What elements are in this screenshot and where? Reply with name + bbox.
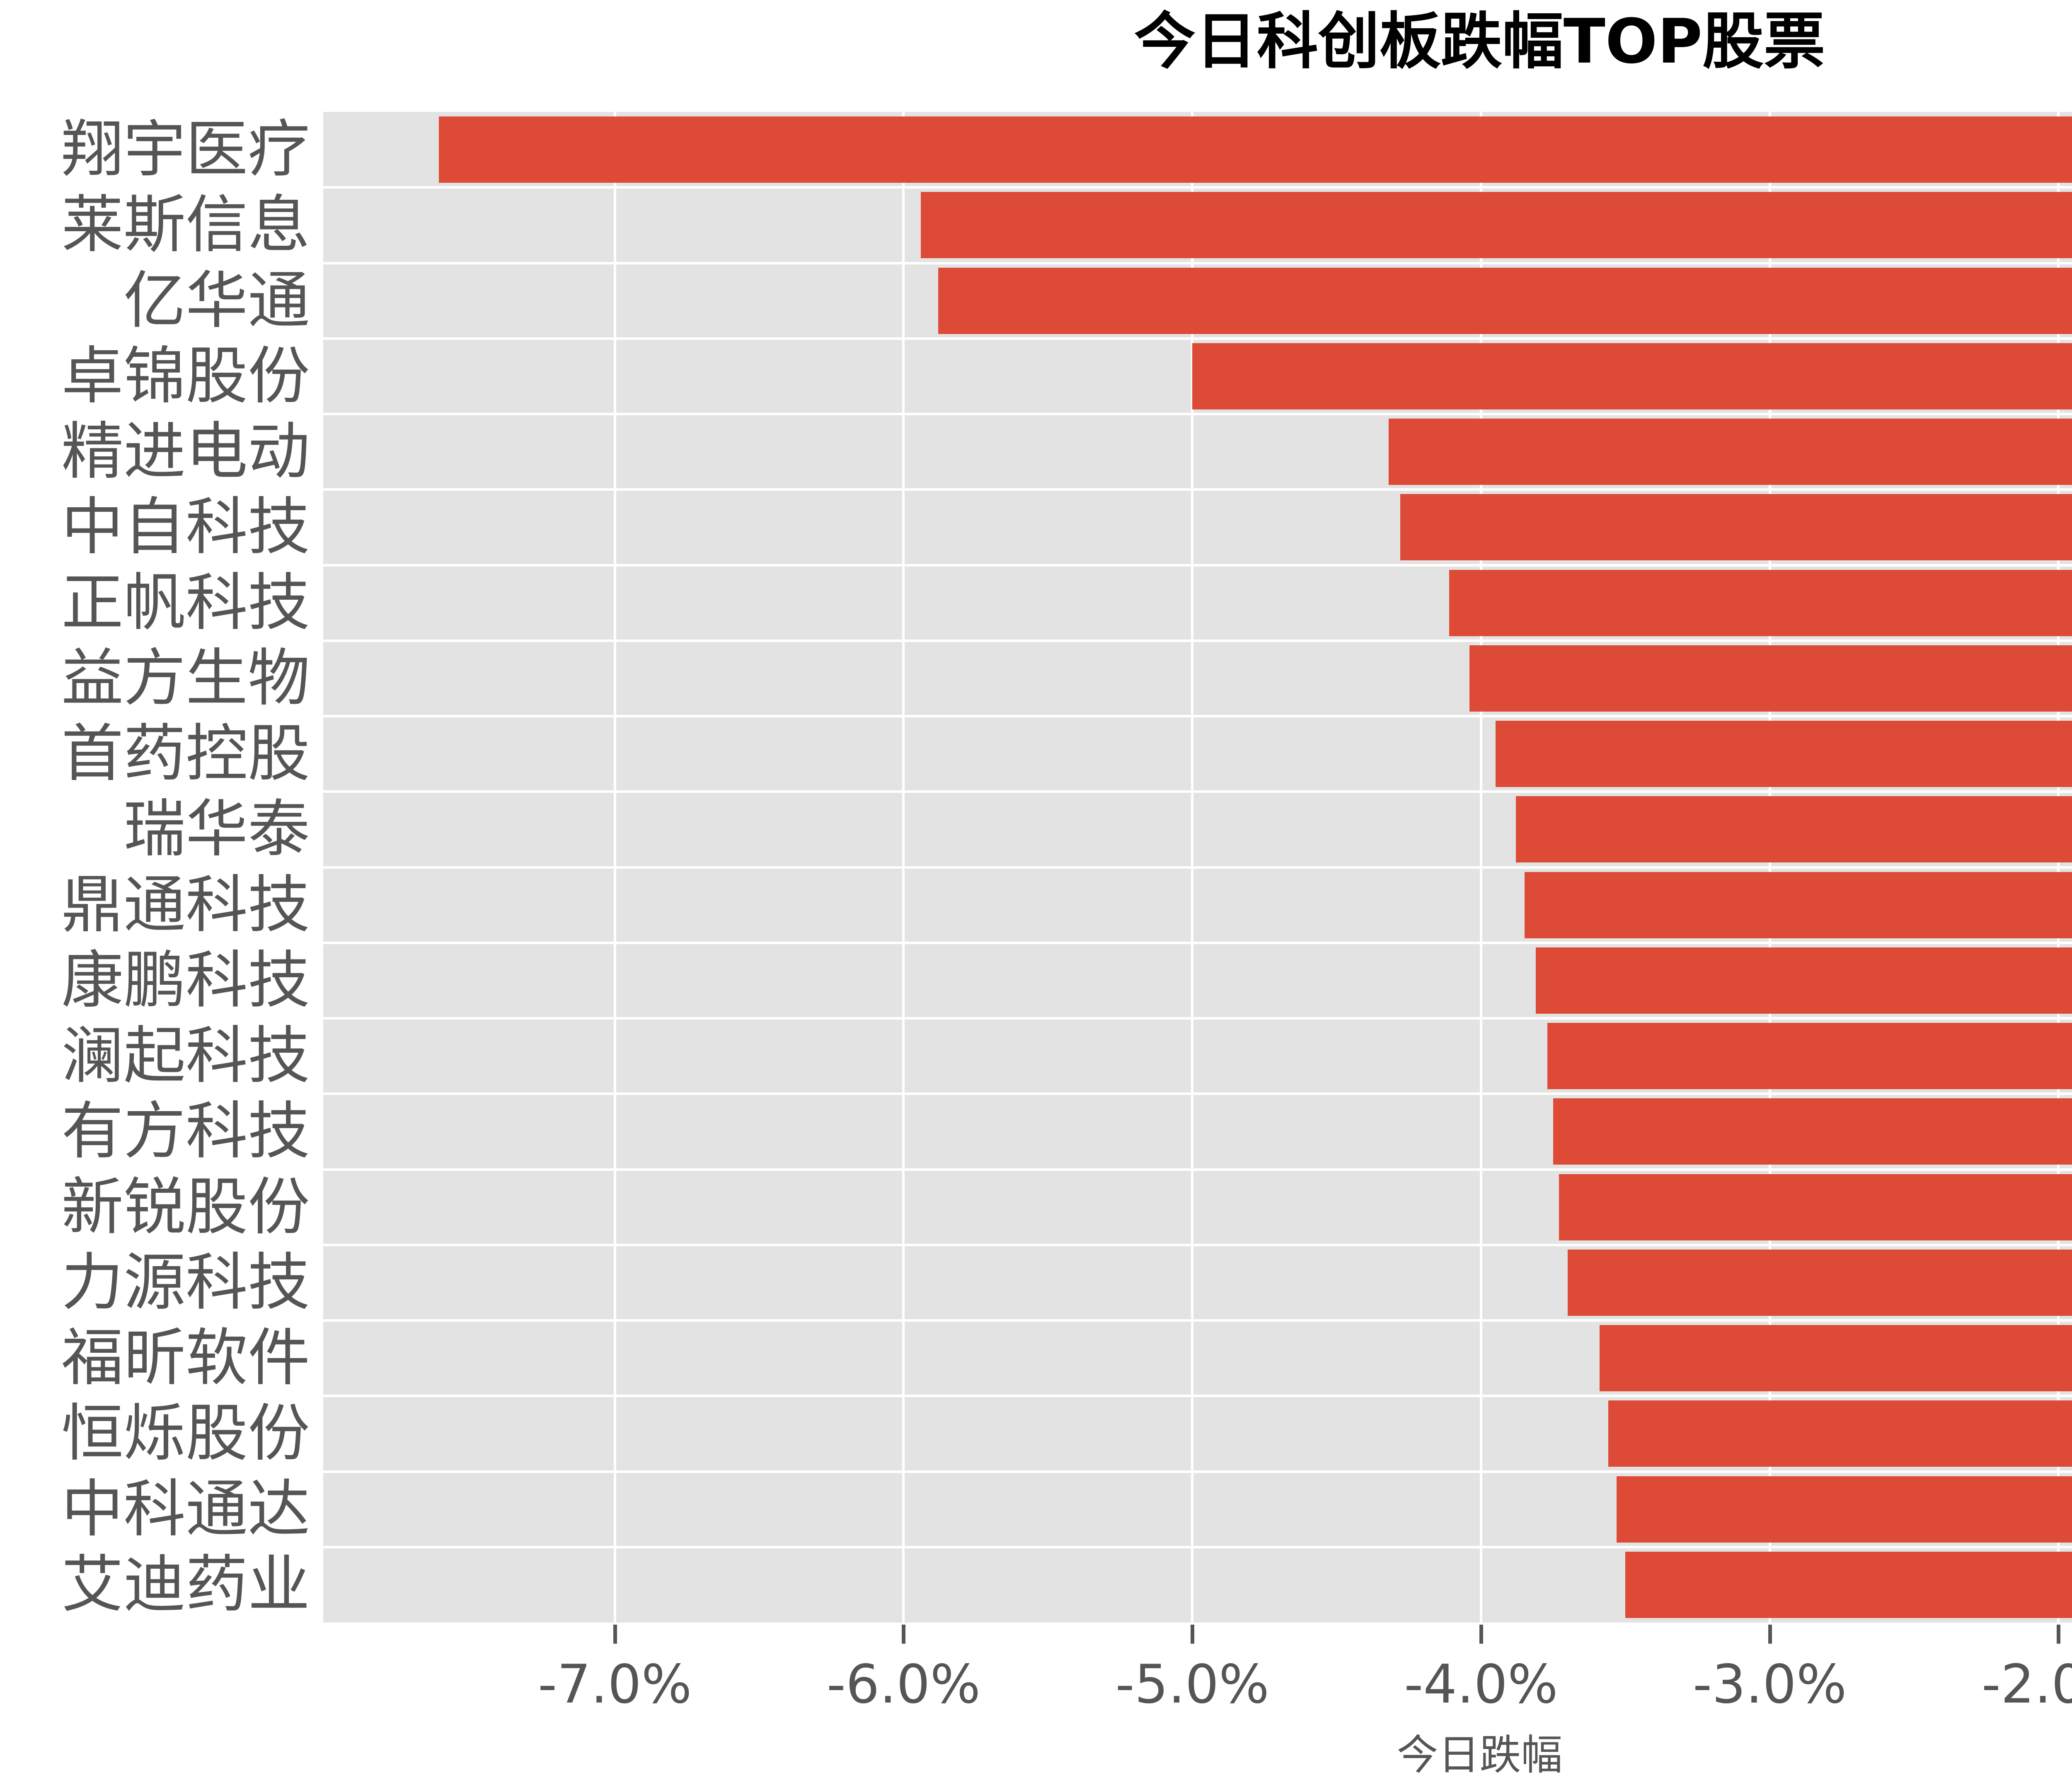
- y-gridline: [323, 1395, 2072, 1398]
- y-gridline: [323, 1545, 2072, 1548]
- bar: [1547, 1023, 2072, 1090]
- y-axis-label-left: 莱斯信息: [61, 189, 310, 262]
- x-axis-title: 今日跌幅: [1397, 1731, 1563, 1779]
- x-tick-mark: [1479, 1625, 1483, 1644]
- y-axis-label-left: 康鹏科技: [61, 944, 310, 1017]
- bar: [1599, 1325, 2072, 1392]
- y-axis-label-left: 有方科技: [61, 1095, 310, 1168]
- x-tick-mark: [613, 1625, 617, 1644]
- y-axis-label-left: 中科通达: [61, 1473, 310, 1545]
- y-axis-label-left: 福昕软件: [61, 1322, 310, 1394]
- y-axis-label-left: 亿华通: [123, 264, 310, 337]
- y-axis-label-left: 首药控股: [61, 718, 310, 790]
- bar: [921, 192, 2072, 259]
- y-gridline: [323, 262, 2072, 264]
- y-axis-label-left: 澜起科技: [61, 1020, 310, 1092]
- bar: [1536, 947, 2072, 1014]
- bar: [1515, 796, 2072, 863]
- bar: [438, 116, 2072, 183]
- y-gridline: [323, 1092, 2072, 1095]
- y-gridline: [323, 186, 2072, 189]
- y-gridline: [323, 941, 2072, 944]
- bar: [1625, 1551, 2072, 1618]
- x-tick-label: -5.0%: [1115, 1654, 1269, 1715]
- y-axis-label-left: 新锐股份: [61, 1171, 310, 1243]
- y-gridline: [323, 1319, 2072, 1322]
- x-tick-mark: [902, 1625, 906, 1644]
- y-gridline: [323, 413, 2072, 415]
- x-tick-label: -2.0%: [1981, 1654, 2072, 1715]
- bar: [1192, 343, 2072, 409]
- y-gridline: [323, 1168, 2072, 1171]
- y-gridline: [323, 564, 2072, 567]
- x-tick-mark: [1191, 1625, 1195, 1644]
- bar: [1469, 645, 2072, 712]
- y-axis-label-left: 中自科技: [61, 491, 310, 564]
- y-axis-label-left: 瑞华泰: [123, 793, 310, 866]
- bar: [1524, 872, 2072, 938]
- plot-panel: [323, 112, 2072, 1623]
- y-axis-label-left: 正帆科技: [61, 567, 310, 639]
- bar: [1608, 1400, 2072, 1467]
- x-tick-label: -4.0%: [1404, 1654, 1558, 1715]
- y-gridline: [323, 790, 2072, 793]
- bar: [938, 267, 2072, 334]
- y-axis-label-left: 卓锦股份: [61, 340, 310, 412]
- y-axis-label-left: 力源科技: [61, 1246, 310, 1319]
- chart-title: 今日科创板跌幅TOP股票: [1134, 6, 1825, 77]
- bar: [1495, 721, 2072, 787]
- bar: [1568, 1249, 2072, 1316]
- x-tick-mark: [1768, 1625, 1772, 1644]
- x-tick-label: -7.0%: [538, 1654, 692, 1715]
- x-tick-label: -3.0%: [1693, 1654, 1847, 1715]
- x-tick-mark: [2057, 1625, 2061, 1644]
- y-gridline: [323, 866, 2072, 869]
- y-gridline: [323, 715, 2072, 717]
- y-gridline: [323, 639, 2072, 642]
- x-tick-label: -6.0%: [826, 1654, 981, 1715]
- y-axis-label-left: 翔宇医疗: [61, 114, 310, 186]
- y-gridline: [323, 337, 2072, 340]
- bar: [1400, 494, 2072, 561]
- y-gridline: [323, 1017, 2072, 1020]
- bar: [1559, 1174, 2072, 1240]
- y-axis-label-left: 鼎通科技: [61, 869, 310, 941]
- y-gridline: [323, 488, 2072, 491]
- bar: [1553, 1098, 2072, 1165]
- y-axis-label-left: 恒烁股份: [61, 1398, 310, 1470]
- y-axis-label-left: 精进电动: [61, 416, 310, 488]
- y-gridline: [323, 1470, 2072, 1473]
- bar: [1449, 569, 2072, 636]
- bar: [1617, 1476, 2072, 1543]
- y-axis-label-left: 艾迪药业: [61, 1548, 310, 1621]
- bar: [1389, 419, 2072, 485]
- y-gridline: [323, 1243, 2072, 1246]
- y-axis-label-left: 益方生物: [61, 642, 310, 715]
